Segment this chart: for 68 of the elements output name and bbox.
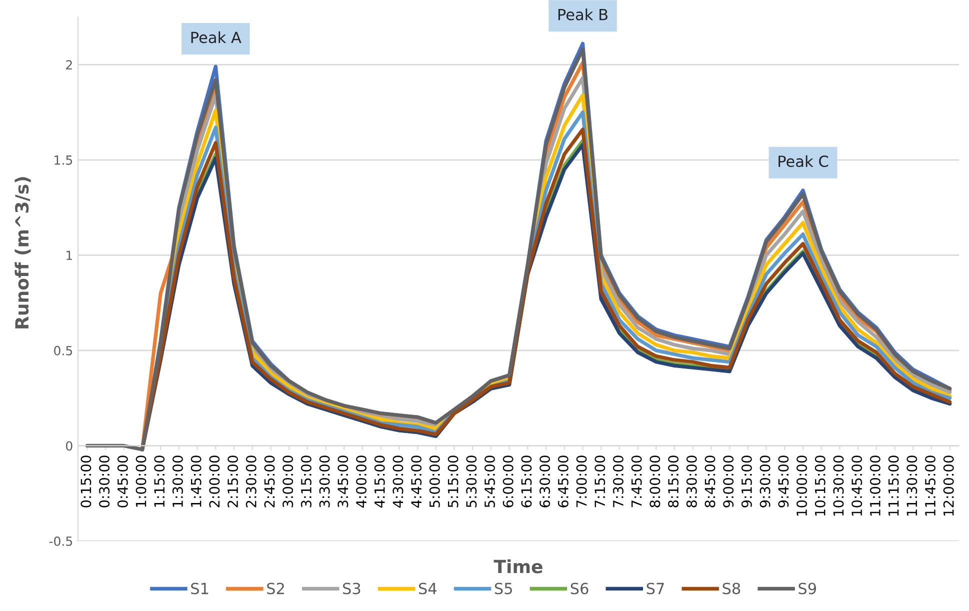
x-tick-label: 4:30:00 [392,456,404,508]
x-tick-label: 2:15:00 [228,456,238,508]
x-tick-label: 10:30:00 [833,456,844,516]
legend-label: S6 [570,582,588,594]
x-tick-label: 3:30:00 [319,456,330,508]
x-tick-label: 3:45:00 [338,456,348,508]
x-tick-label: 9:30:00 [760,456,770,508]
y-tick-label: 0 [66,441,72,451]
y-tick-label: 1.5 [54,156,72,165]
x-tick-label: 4:15:00 [374,456,385,508]
x-tick-label: 7:00:00 [576,456,587,508]
x-tick-label: 6:45:00 [558,456,568,508]
annotation: Peak C [778,155,828,168]
x-tick-label: 9:15:00 [741,456,752,508]
x-tick-label: 5:45:00 [484,456,495,508]
x-tick-label: 1:30:00 [172,456,183,507]
legend-label: S7 [646,582,664,594]
x-tick-label: 8:30:00 [686,456,697,508]
legend-label: S2 [267,582,284,594]
x-tick-label: 2:45:00 [264,456,275,508]
legend-label: S5 [494,582,512,594]
x-tick-label: 2:00:00 [209,456,220,508]
x-tick-label: 6:00:00 [502,456,514,508]
x-tick-label: 3:15:00 [300,456,312,508]
x-tick-label: 9:45:00 [778,456,789,508]
x-tick-label: 10:15:00 [814,456,826,516]
x-tick-label: 1:15:00 [154,456,165,507]
x-tick-label: 2:30:00 [246,456,256,508]
x-tick-label: 10:00:00 [796,456,808,516]
legend-label: S3 [343,582,360,594]
x-tick-label: 1:45:00 [190,456,202,507]
x-tick-label: 3:00:00 [282,456,294,508]
x-tick-label: 6:15:00 [521,456,532,508]
legend-label: S9 [798,582,816,594]
x-tick-label: 11:45:00 [924,456,936,516]
x-tick-label: 11:30:00 [906,456,918,516]
x-tick-label: 8:00:00 [650,456,660,508]
annotation: Peak A [191,31,242,44]
x-tick-label: 4:45:00 [411,456,422,508]
x-tick-label: 5:15:00 [448,456,458,508]
x-tick-label: 7:45:00 [631,456,642,508]
x-axis-title: Time [494,559,542,574]
x-tick-label: 11:15:00 [888,456,899,516]
x-tick-label: 7:15:00 [594,456,606,508]
x-tick-label: 0:15:00 [80,456,92,508]
x-tick-label: 5:00:00 [429,456,440,508]
x-tick-label: 1:00:00 [136,456,146,507]
x-tick-label: 4:00:00 [356,456,367,508]
y-tick-label: 1 [66,250,72,260]
x-tick-label: 7:30:00 [612,456,624,508]
y-tick-label: 2 [66,60,72,70]
x-tick-label: 0:30:00 [99,456,110,508]
legend-label: S1 [191,582,208,594]
x-tick-label: 8:45:00 [704,456,716,508]
annotation: Peak B [558,8,608,20]
legend-label: S4 [418,582,436,594]
y-tick-label: -0.5 [49,536,72,546]
y-axis-title: Runoff (m^3/s) [14,177,31,328]
x-tick-label: 11:00:00 [870,456,880,516]
x-tick-label: 5:30:00 [466,456,477,508]
x-tick-label: 10:45:00 [852,456,862,516]
x-tick-label: 6:30:00 [540,456,550,508]
x-tick-label: 0:45:00 [117,456,128,508]
legend-label: S8 [722,582,740,594]
y-tick-label: 0.5 [54,346,72,356]
x-tick-label: 9:00:00 [723,456,734,508]
x-tick-label: 12:00:00 [943,456,954,516]
x-tick-label: 8:15:00 [668,456,679,508]
